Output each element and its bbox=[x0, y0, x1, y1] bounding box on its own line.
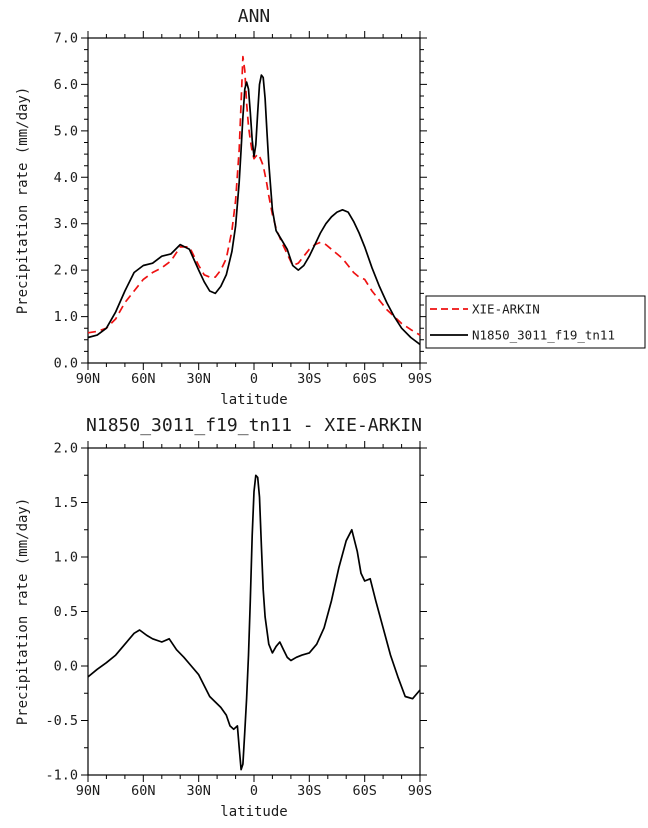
y-tick-label: 3.0 bbox=[54, 216, 78, 232]
difference-chart: 90N 60N 30N 0 30S 60S 90S -1.0 -0.5 0.0 0.5 1.0 1.5 2… bbox=[15, 415, 432, 820]
legend-entry-label: N1850_3011_f19_tn11 bbox=[472, 328, 615, 343]
x-axis-label: latitude bbox=[220, 804, 287, 820]
y-tick-label: 2.0 bbox=[54, 263, 78, 279]
chart-title: N1850_3011_f19_tn11 - XIE-ARKIN bbox=[86, 415, 422, 436]
x-tick-label: 90N bbox=[76, 371, 100, 387]
y-tick-label: -0.5 bbox=[45, 713, 78, 729]
y-tick-label: 5.0 bbox=[54, 123, 78, 139]
axis-ticks bbox=[81, 441, 427, 782]
y-tick-label: 0.0 bbox=[54, 659, 78, 675]
x-tick-label: 60S bbox=[352, 371, 376, 387]
series-line-n1850-3011-f19-tn11 bbox=[87, 74, 421, 346]
y-tick-label: 2.0 bbox=[54, 441, 78, 457]
ann-precipitation-chart: 90N 60N 30N 0 30S 60S 90S 0.0 1.0 2.0 3.0 4.0 5.0 6.0… bbox=[15, 6, 646, 408]
x-tick-label: 60N bbox=[131, 371, 155, 387]
x-tick-label: 90S bbox=[408, 371, 432, 387]
x-tick-label: 0 bbox=[250, 783, 258, 799]
y-tick-label: 6.0 bbox=[54, 77, 78, 93]
y-tick-label: 1.5 bbox=[54, 495, 78, 511]
x-tick-label: 90S bbox=[408, 783, 432, 799]
chart-title: ANN bbox=[238, 6, 271, 27]
y-tick-label: -1.0 bbox=[45, 768, 78, 784]
legend: XIE-ARKIN N1850_3011_f19_tn11 bbox=[425, 295, 646, 349]
x-tick-label: 30N bbox=[186, 783, 210, 799]
legend-entry-label: XIE-ARKIN bbox=[472, 302, 540, 317]
legend-box bbox=[425, 295, 646, 349]
plot-frame bbox=[87, 37, 421, 364]
x-tick-label: 30S bbox=[297, 371, 321, 387]
x-tick-label: 90N bbox=[76, 783, 100, 799]
x-tick-label: 60N bbox=[131, 783, 155, 799]
x-tick-label: 0 bbox=[250, 371, 258, 387]
x-tick-label: 30S bbox=[297, 783, 321, 799]
y-tick-label: 0.5 bbox=[54, 604, 78, 620]
series-line-xie-arkin bbox=[87, 55, 421, 336]
y-tick-label: 1.0 bbox=[54, 309, 78, 325]
series-line-n1850-3011-f19-tn11-xie-arkin bbox=[87, 474, 421, 771]
x-axis-label: latitude bbox=[220, 392, 287, 408]
y-tick-label: 4.0 bbox=[54, 170, 78, 186]
x-tick-label: 60S bbox=[352, 783, 376, 799]
axis-ticks bbox=[81, 31, 427, 370]
y-axis-label: Precipitation rate (mm/day) bbox=[15, 498, 31, 726]
y-axis-label: Precipitation rate (mm/day) bbox=[15, 87, 31, 315]
x-tick-label: 30N bbox=[186, 371, 210, 387]
y-tick-label: 1.0 bbox=[54, 550, 78, 566]
y-tick-label: 0.0 bbox=[54, 356, 78, 372]
y-tick-label: 7.0 bbox=[54, 31, 78, 47]
